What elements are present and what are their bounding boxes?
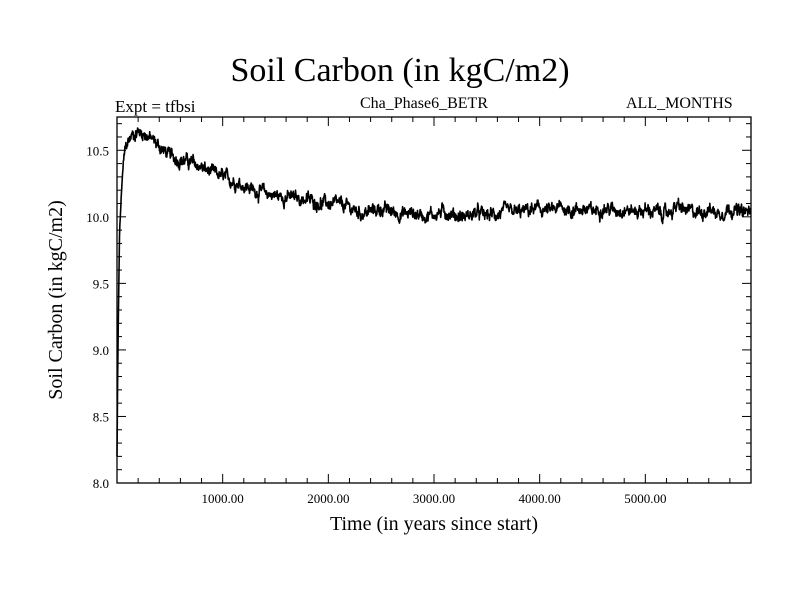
y-tick-label: 9.0 [93,343,109,358]
x-tick-label: 4000.00 [519,491,561,506]
y-tick-label: 10.0 [86,210,109,225]
x-tick-label: 2000.00 [307,491,349,506]
y-tick-label: 8.5 [93,409,109,424]
x-tick-label: 3000.00 [413,491,455,506]
y-tick-label: 10.5 [86,143,109,158]
case-label: Cha_Phase6_BETR [360,95,488,112]
soil-carbon-series-line [116,127,752,457]
x-tick-label: 1000.00 [202,491,244,506]
plot-frame [116,116,752,484]
y-tick-label: 9.5 [93,276,109,291]
ticks-layer: 8.0 8.5 9.0 9.5 10.0 10.5 1000.00 2000.00 3000.0… [86,117,751,506]
chart-title: Soil Carbon (in kgC/m2) [230,52,570,89]
x-tick-label: 5000.00 [624,491,666,506]
y-tick-label: 8.0 [93,476,109,491]
months-label: ALL_MONTHS [626,95,733,112]
y-axis-title: Soil Carbon (in kgC/m2) [45,200,67,399]
expt-label: Expt = tfbsi [115,97,196,116]
series-layer [116,127,752,457]
x-axis-title: Time (in years since start) [330,513,538,535]
